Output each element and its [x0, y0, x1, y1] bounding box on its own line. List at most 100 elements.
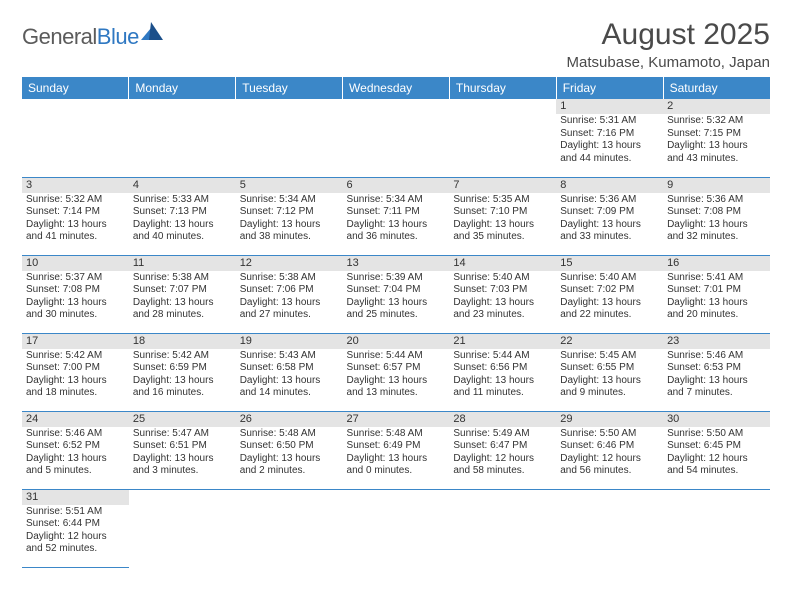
day-cell: 29Sunrise: 5:50 AMSunset: 6:46 PMDayligh…	[556, 411, 663, 489]
logo: GeneralBlue	[22, 24, 165, 50]
daylight-2: and 18 minutes.	[26, 387, 125, 400]
calendar-page: GeneralBlue August 2025 Matsubase, Kumam…	[0, 0, 792, 578]
sunrise: Sunrise: 5:45 AM	[560, 350, 659, 363]
daylight-1: Daylight: 13 hours	[26, 375, 125, 388]
weekday-tuesday: Tuesday	[236, 77, 343, 99]
sunset: Sunset: 7:01 PM	[667, 284, 766, 297]
sunrise: Sunrise: 5:43 AM	[240, 350, 339, 363]
daylight-2: and 27 minutes.	[240, 309, 339, 322]
daylight-2: and 36 minutes.	[347, 231, 446, 244]
day-cell: 16Sunrise: 5:41 AMSunset: 7:01 PMDayligh…	[663, 255, 770, 333]
sunset: Sunset: 6:49 PM	[347, 440, 446, 453]
daylight-1: Daylight: 13 hours	[347, 375, 446, 388]
sunset: Sunset: 6:51 PM	[133, 440, 232, 453]
daylight-1: Daylight: 13 hours	[133, 219, 232, 232]
daylight-1: Daylight: 12 hours	[453, 453, 552, 466]
day-number: 28	[449, 412, 556, 427]
daylight-1: Daylight: 13 hours	[347, 219, 446, 232]
sunrise: Sunrise: 5:40 AM	[560, 272, 659, 285]
daylight-2: and 11 minutes.	[453, 387, 552, 400]
sunrise: Sunrise: 5:38 AM	[240, 272, 339, 285]
daylight-2: and 40 minutes.	[133, 231, 232, 244]
day-number: 14	[449, 256, 556, 271]
day-cell: 11Sunrise: 5:38 AMSunset: 7:07 PMDayligh…	[129, 255, 236, 333]
sunrise: Sunrise: 5:42 AM	[133, 350, 232, 363]
day-number: 19	[236, 334, 343, 349]
sunrise: Sunrise: 5:31 AM	[560, 115, 659, 128]
sunrise: Sunrise: 5:39 AM	[347, 272, 446, 285]
day-number: 31	[22, 490, 129, 505]
sunset: Sunset: 7:15 PM	[667, 128, 766, 141]
day-number: 16	[663, 256, 770, 271]
sunrise: Sunrise: 5:46 AM	[26, 428, 125, 441]
empty-cell	[129, 99, 236, 177]
sunset: Sunset: 6:57 PM	[347, 362, 446, 375]
day-number: 2	[663, 99, 770, 114]
sunrise: Sunrise: 5:46 AM	[667, 350, 766, 363]
sunrise: Sunrise: 5:36 AM	[560, 194, 659, 207]
sunset: Sunset: 7:10 PM	[453, 206, 552, 219]
daylight-1: Daylight: 13 hours	[26, 453, 125, 466]
header: GeneralBlue August 2025 Matsubase, Kumam…	[22, 18, 770, 71]
empty-cell	[22, 99, 129, 177]
sunrise: Sunrise: 5:32 AM	[667, 115, 766, 128]
daylight-1: Daylight: 13 hours	[347, 297, 446, 310]
weekday-monday: Monday	[129, 77, 236, 99]
location: Matsubase, Kumamoto, Japan	[567, 54, 770, 71]
daylight-1: Daylight: 13 hours	[560, 140, 659, 153]
logo-text: GeneralBlue	[22, 24, 139, 50]
weekday-wednesday: Wednesday	[343, 77, 450, 99]
day-number: 26	[236, 412, 343, 427]
daylight-1: Daylight: 13 hours	[133, 453, 232, 466]
daylight-1: Daylight: 13 hours	[26, 219, 125, 232]
day-cell: 2Sunrise: 5:32 AMSunset: 7:15 PMDaylight…	[663, 99, 770, 177]
empty-cell	[449, 489, 556, 567]
daylight-1: Daylight: 13 hours	[453, 297, 552, 310]
day-number: 27	[343, 412, 450, 427]
day-cell: 20Sunrise: 5:44 AMSunset: 6:57 PMDayligh…	[343, 333, 450, 411]
sunset: Sunset: 7:03 PM	[453, 284, 552, 297]
sunrise: Sunrise: 5:51 AM	[26, 506, 125, 519]
title-block: August 2025 Matsubase, Kumamoto, Japan	[567, 18, 770, 71]
daylight-2: and 56 minutes.	[560, 465, 659, 478]
sunrise: Sunrise: 5:32 AM	[26, 194, 125, 207]
day-number: 15	[556, 256, 663, 271]
day-cell: 25Sunrise: 5:47 AMSunset: 6:51 PMDayligh…	[129, 411, 236, 489]
week-row: 3Sunrise: 5:32 AMSunset: 7:14 PMDaylight…	[22, 177, 770, 255]
day-cell: 7Sunrise: 5:35 AMSunset: 7:10 PMDaylight…	[449, 177, 556, 255]
empty-cell	[129, 489, 236, 567]
sunrise: Sunrise: 5:47 AM	[133, 428, 232, 441]
sunset: Sunset: 6:59 PM	[133, 362, 232, 375]
sunset: Sunset: 7:06 PM	[240, 284, 339, 297]
sunrise: Sunrise: 5:41 AM	[667, 272, 766, 285]
sunset: Sunset: 6:50 PM	[240, 440, 339, 453]
sails-icon	[141, 22, 165, 42]
sunrise: Sunrise: 5:34 AM	[240, 194, 339, 207]
sunset: Sunset: 7:11 PM	[347, 206, 446, 219]
daylight-2: and 13 minutes.	[347, 387, 446, 400]
day-body: Sunrise: 5:32 AMSunset: 7:15 PMDaylight:…	[663, 114, 770, 167]
sunset: Sunset: 7:08 PM	[26, 284, 125, 297]
day-cell: 23Sunrise: 5:46 AMSunset: 6:53 PMDayligh…	[663, 333, 770, 411]
daylight-2: and 38 minutes.	[240, 231, 339, 244]
sunset: Sunset: 6:55 PM	[560, 362, 659, 375]
daylight-2: and 14 minutes.	[240, 387, 339, 400]
day-number: 10	[22, 256, 129, 271]
empty-cell	[236, 99, 343, 177]
sunrise: Sunrise: 5:33 AM	[133, 194, 232, 207]
daylight-1: Daylight: 12 hours	[667, 453, 766, 466]
sunset: Sunset: 7:08 PM	[667, 206, 766, 219]
weekday-friday: Friday	[556, 77, 663, 99]
weekday-sunday: Sunday	[22, 77, 129, 99]
day-body: Sunrise: 5:31 AMSunset: 7:16 PMDaylight:…	[556, 114, 663, 167]
daylight-1: Daylight: 13 hours	[667, 375, 766, 388]
day-cell: 19Sunrise: 5:43 AMSunset: 6:58 PMDayligh…	[236, 333, 343, 411]
daylight-1: Daylight: 13 hours	[26, 297, 125, 310]
sunrise: Sunrise: 5:44 AM	[453, 350, 552, 363]
daylight-1: Daylight: 13 hours	[667, 297, 766, 310]
week-row: 31Sunrise: 5:51 AMSunset: 6:44 PMDayligh…	[22, 489, 770, 567]
day-number: 12	[236, 256, 343, 271]
daylight-1: Daylight: 13 hours	[453, 375, 552, 388]
day-number: 23	[663, 334, 770, 349]
daylight-1: Daylight: 13 hours	[560, 375, 659, 388]
